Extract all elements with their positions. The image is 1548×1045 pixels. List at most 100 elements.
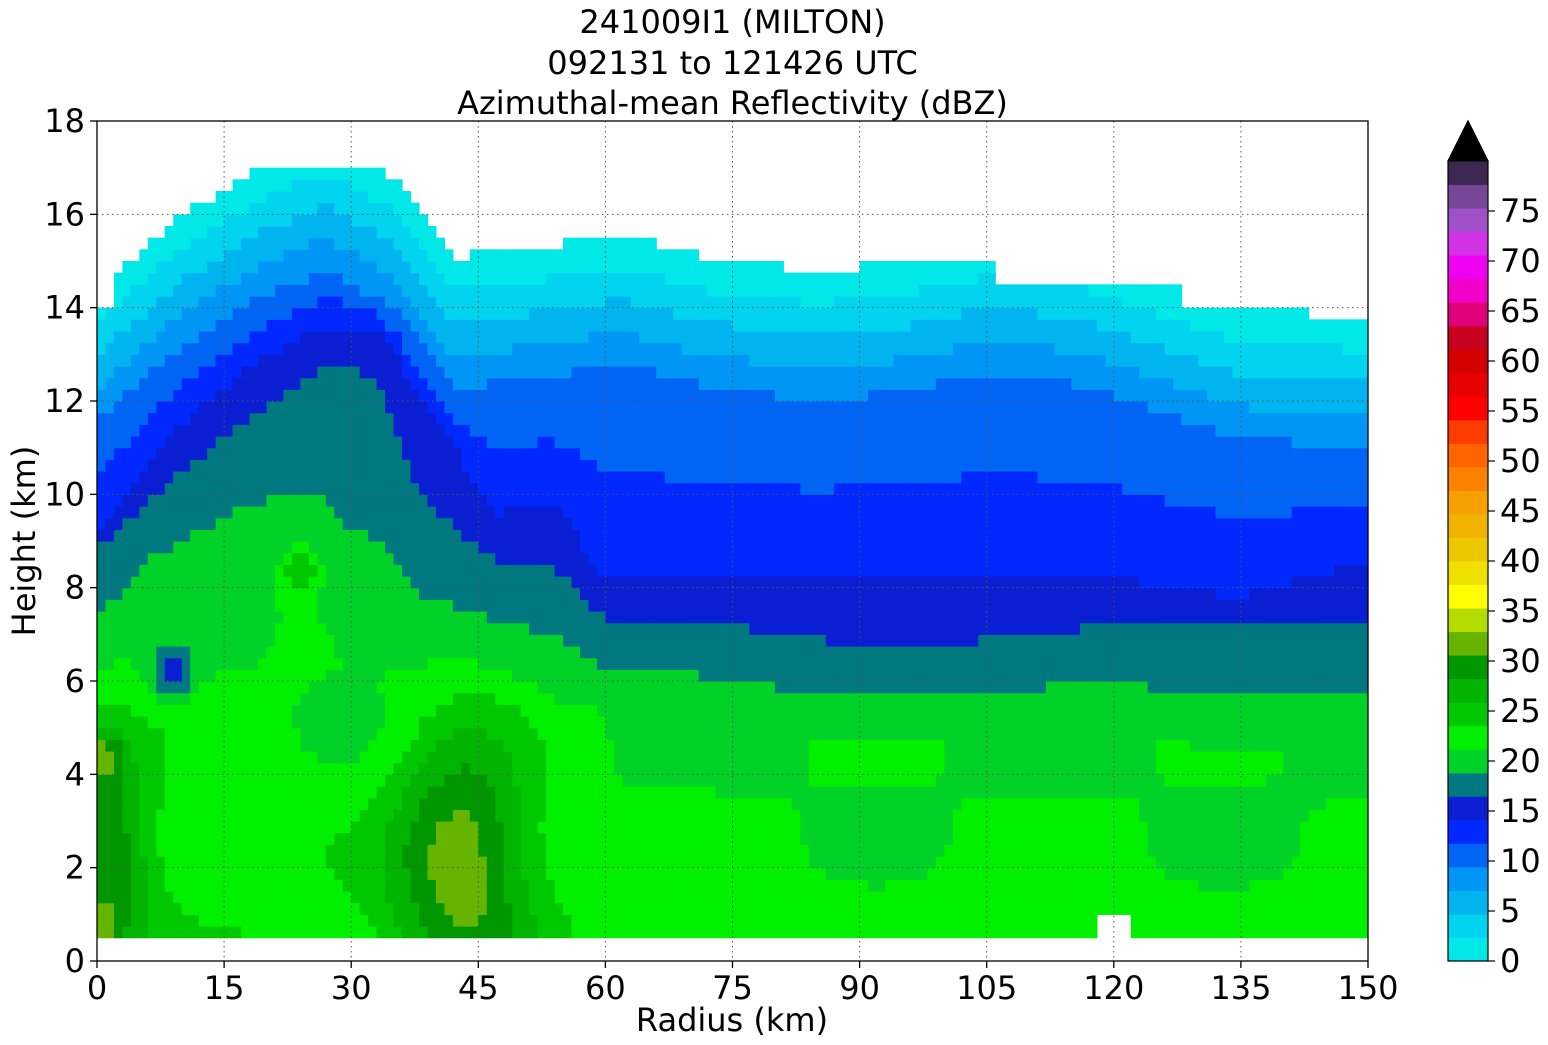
field-cell <box>546 366 556 379</box>
field-cell <box>283 821 293 834</box>
field-cell <box>130 296 140 309</box>
field-cell <box>359 634 369 647</box>
field-cell <box>656 377 666 390</box>
field-cell <box>291 412 301 425</box>
field-cell <box>596 867 606 880</box>
field-cell <box>690 307 700 320</box>
field-cell <box>224 902 234 915</box>
field-cell <box>724 284 734 297</box>
field-cell <box>749 506 759 519</box>
field-cell <box>563 926 573 939</box>
field-cell <box>461 296 471 309</box>
field-cell <box>596 366 606 379</box>
field-cell <box>613 401 623 414</box>
field-cell <box>715 599 725 612</box>
field-cell <box>402 202 412 215</box>
field-cell <box>707 856 717 869</box>
field-cell <box>156 529 166 542</box>
field-cell <box>732 436 742 449</box>
field-cell <box>715 494 725 507</box>
field-cell <box>190 879 200 892</box>
field-cell <box>724 926 734 939</box>
field-cell <box>690 891 700 904</box>
field-cell <box>707 506 717 519</box>
field-cell <box>139 272 149 285</box>
field-cell <box>283 797 293 810</box>
field-cell <box>402 774 412 787</box>
field-cell <box>308 436 318 449</box>
field-cell <box>207 926 217 939</box>
field-cell <box>749 611 759 624</box>
field-cell <box>639 377 649 390</box>
field-cell <box>113 599 124 612</box>
field-cell <box>571 751 581 764</box>
field-cell <box>215 319 225 332</box>
field-cell <box>402 786 412 799</box>
field-cell <box>546 541 556 554</box>
field-cell <box>673 401 683 414</box>
field-cell <box>376 844 386 857</box>
field-cell <box>596 237 606 250</box>
field-cell <box>410 261 420 274</box>
field-cell <box>147 856 157 869</box>
field-cell <box>325 692 335 705</box>
field-cell <box>427 261 437 274</box>
field-cell <box>427 716 437 729</box>
field-cell <box>241 564 251 577</box>
field-cell <box>291 669 301 682</box>
field-cell <box>512 727 522 740</box>
field-cell <box>393 599 403 612</box>
field-cell <box>190 774 200 787</box>
field-cell <box>173 622 183 635</box>
field-cell <box>664 331 674 344</box>
field-cell <box>673 436 683 449</box>
field-cell <box>503 727 513 740</box>
field-cell <box>554 366 564 379</box>
field-cell <box>291 482 301 495</box>
field-cell <box>198 342 208 355</box>
field-cell <box>613 261 623 274</box>
field-cell <box>681 762 691 775</box>
field-cell <box>257 226 268 239</box>
field-cell <box>546 762 556 775</box>
field-cell <box>546 809 556 822</box>
field-cell <box>359 214 369 227</box>
field-cell <box>588 342 598 355</box>
field-cell <box>368 657 378 670</box>
field-cell <box>249 552 259 565</box>
field-cell <box>113 401 124 414</box>
field-cell <box>190 389 200 402</box>
field-cell <box>274 564 285 577</box>
field-cell <box>351 179 361 192</box>
field-cell <box>418 447 429 460</box>
field-cell <box>190 517 200 530</box>
field-cell <box>588 716 598 729</box>
field-cell <box>325 412 335 425</box>
field-cell <box>647 646 657 659</box>
field-cell <box>173 354 183 367</box>
field-cell <box>181 587 191 600</box>
field-cell <box>232 844 242 857</box>
field-cell <box>427 692 437 705</box>
field-cell <box>766 716 776 729</box>
field-cell <box>139 774 149 787</box>
field-cell <box>351 716 361 729</box>
field-cell <box>317 751 327 764</box>
field-cell <box>571 576 581 589</box>
field-cell <box>563 284 573 297</box>
field-cell <box>122 459 132 472</box>
field-cell <box>376 459 386 472</box>
field-cell <box>495 634 505 647</box>
field-cell <box>664 249 674 262</box>
field-cell <box>579 436 590 449</box>
field-cell <box>647 751 657 764</box>
field-cell <box>478 657 488 670</box>
field-cell <box>740 751 751 764</box>
field-cell <box>173 821 183 834</box>
field-cell <box>147 249 157 262</box>
field-cell <box>673 541 683 554</box>
field-cell <box>588 844 598 857</box>
field-cell <box>300 494 310 507</box>
field-cell <box>495 284 505 297</box>
field-cell <box>249 459 259 472</box>
